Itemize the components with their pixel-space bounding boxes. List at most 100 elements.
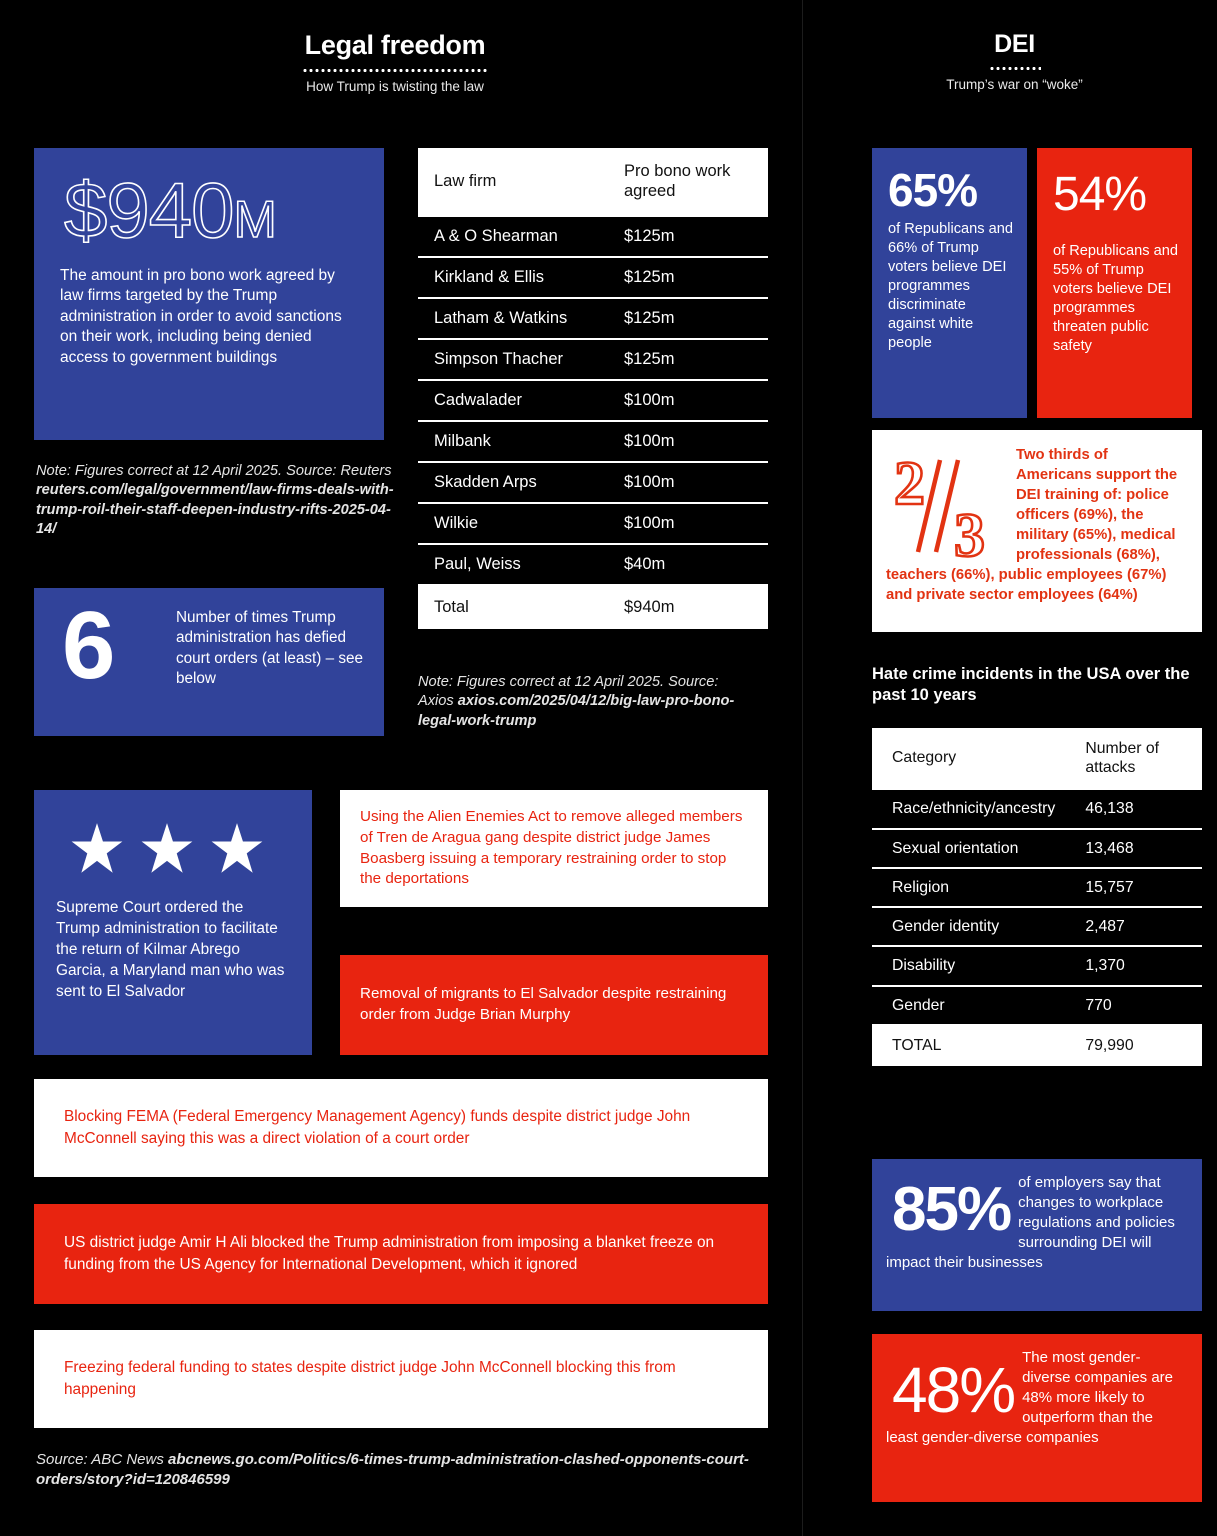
cell-total-label: TOTAL xyxy=(872,1024,1066,1066)
dei-subtitle: Trump’s war on “woke” xyxy=(946,77,1083,92)
dei-column: DEI Trump’s war on “woke” 65% of Republi… xyxy=(812,0,1217,1536)
table-header-row: Category Number of attacks xyxy=(872,728,1202,791)
supreme-court-text: Supreme Court ordered the Trump administ… xyxy=(56,899,285,1000)
cell-category: Gender identity xyxy=(872,907,1066,948)
stat-value: 54% xyxy=(1053,168,1147,221)
pro-bono-total-figure: $940M xyxy=(63,168,358,252)
cell-firm: Cadwalader xyxy=(418,379,608,422)
fema-text: Blocking FEMA (Federal Emergency Managem… xyxy=(64,1108,691,1147)
table-row: Religion 15,757 xyxy=(872,867,1202,909)
dotted-rule-icon xyxy=(302,69,488,72)
table-total-row: TOTAL 79,990 xyxy=(872,1024,1202,1066)
table-row: Paul, Weiss $40m xyxy=(418,543,768,586)
cell-firm: Skadden Arps xyxy=(418,461,608,504)
abc-news-source: Source: ABC News abcnews.go.com/Politics… xyxy=(36,1450,776,1490)
usaid-card: US district judge Amir H Ali blocked the… xyxy=(34,1204,768,1304)
star-icon xyxy=(141,823,193,873)
federal-funding-freeze-card: Freezing federal funding to states despi… xyxy=(34,1330,768,1428)
table-row: Gender 770 xyxy=(872,985,1202,1026)
cell-firm: A & O Shearman xyxy=(418,216,608,258)
dei-header: DEI Trump’s war on “woke” xyxy=(812,0,1217,92)
cell-total-amount: $940m xyxy=(608,584,768,629)
axios-note-text: Note: Figures correct at 12 April 2025. … xyxy=(418,674,719,710)
two-thirds-fraction-icon: 2 3 xyxy=(892,448,1010,564)
cell-category: Religion xyxy=(872,867,1066,909)
cell-amount: $100m xyxy=(608,502,768,545)
table-total-row: Total $940m xyxy=(418,584,768,629)
table-header-row: Law firm Pro bono work agreed xyxy=(418,148,768,217)
hate-crime-title: Hate crime incidents in the USA over the… xyxy=(872,665,1190,705)
page-subtitle: How Trump is twisting the law xyxy=(306,79,484,94)
cell-amount: $100m xyxy=(608,379,768,422)
abc-news-source-url[interactable]: abcnews.go.com/Politics/6-times-trump-ad… xyxy=(36,1451,749,1488)
stat-description: of Republicans and 55% of Trump voters b… xyxy=(1053,243,1178,355)
axios-note-url[interactable]: axios.com/2025/04/12/big-law-pro-bono-le… xyxy=(418,693,735,729)
reuters-note-text: Note: Figures correct at 12 April 2025. … xyxy=(36,463,392,479)
axios-note: Note: Figures correct at 12 April 2025. … xyxy=(418,673,748,731)
cell-amount: $125m xyxy=(608,256,768,299)
pro-bono-total-description: The amount in pro bono work agreed by la… xyxy=(60,266,342,366)
hate-crime-table: Category Number of attacks Race/ethnicit… xyxy=(872,728,1202,1066)
cell-total-label: Total xyxy=(418,584,608,629)
dei-opinion-cards: 65% of Republicans and 66% of Trump vote… xyxy=(872,148,1202,418)
law-firm-table: Law firm Pro bono work agreed A & O Shea… xyxy=(418,148,768,629)
stat-value: 65% xyxy=(888,164,978,216)
star-icon xyxy=(211,823,263,873)
reuters-note: Note: Figures correct at 12 April 2025. … xyxy=(36,462,396,540)
two-thirds-support-card: 2 3 Two thirds of Americans support the … xyxy=(872,430,1202,632)
table-row: Kirkland & Ellis $125m xyxy=(418,256,768,299)
defied-description: Number of times Trump administration has… xyxy=(176,609,364,688)
cell-firm: Latham & Watkins xyxy=(418,297,608,340)
cell-amount: $125m xyxy=(608,338,768,381)
svg-text:3: 3 xyxy=(954,502,985,564)
page-title: Legal freedom xyxy=(304,30,486,60)
stat-value: 48% xyxy=(892,1354,1016,1426)
abc-news-source-text: Source: ABC News xyxy=(36,1451,168,1468)
employers-impact-card: 85% of employers say that changes to wor… xyxy=(872,1159,1202,1311)
table-row: Wilkie $100m xyxy=(418,502,768,545)
cell-attacks: 15,757 xyxy=(1065,867,1202,909)
stat-description: The most gender-diverse companies are 48… xyxy=(886,1349,1174,1447)
column-header-category: Category xyxy=(872,728,1066,791)
table-row: A & O Shearman $125m xyxy=(418,216,768,258)
gender-diverse-performance-card: 48% The most gender-diverse companies ar… xyxy=(872,1334,1202,1502)
alien-enemies-card: Using the Alien Enemies Act to remove al… xyxy=(340,790,768,907)
table-row: Race/ethnicity/ancestry 46,138 xyxy=(872,790,1202,830)
cell-amount: $40m xyxy=(608,543,768,586)
column-header-pro-bono: Pro bono work agreed xyxy=(608,148,768,217)
federal-funding-freeze-text: Freezing federal funding to states despi… xyxy=(64,1359,676,1398)
dotted-rule-icon xyxy=(988,67,1041,70)
column-divider xyxy=(802,0,803,1536)
usaid-text: US district judge Amir H Ali blocked the… xyxy=(64,1234,715,1273)
removal-migrants-card: Removal of migrants to El Salvador despi… xyxy=(340,955,768,1055)
stat-description: of Republicans and 66% of Trump voters b… xyxy=(888,221,1013,352)
star-icon xyxy=(71,823,123,873)
table-row: Milbank $100m xyxy=(418,420,768,463)
table-row: Skadden Arps $100m xyxy=(418,461,768,504)
table-row: Gender identity 2,487 xyxy=(872,907,1202,948)
stars-group xyxy=(70,822,290,876)
cell-category: Race/ethnicity/ancestry xyxy=(872,790,1066,830)
svg-text:2: 2 xyxy=(894,450,925,518)
reuters-note-url[interactable]: reuters.com/legal/government/law-firms-d… xyxy=(36,482,394,538)
figure-unit: M xyxy=(233,191,278,249)
cell-firm: Paul, Weiss xyxy=(418,543,608,586)
defied-court-orders-card: 6 Number of times Trump administration h… xyxy=(34,588,384,736)
table-row: Cadwalader $100m xyxy=(418,379,768,422)
removal-migrants-text: Removal of migrants to El Salvador despi… xyxy=(360,985,727,1023)
cell-firm: Kirkland & Ellis xyxy=(418,256,608,299)
republicans-public-safety-card: 54% of Republicans and 55% of Trump vote… xyxy=(1037,148,1192,418)
pro-bono-total-card: $940M The amount in pro bono work agreed… xyxy=(34,148,384,440)
table-row: Disability 1,370 xyxy=(872,946,1202,987)
alien-enemies-text: Using the Alien Enemies Act to remove al… xyxy=(360,807,743,888)
cell-attacks: 2,487 xyxy=(1065,907,1202,948)
stat-value: 85% xyxy=(892,1175,1012,1244)
cell-attacks: 1,370 xyxy=(1065,946,1202,987)
table-row: Simpson Thacher $125m xyxy=(418,338,768,381)
cell-attacks: 770 xyxy=(1065,985,1202,1026)
dei-title: DEI xyxy=(994,30,1035,58)
column-header-attacks: Number of attacks xyxy=(1065,728,1202,791)
cell-amount: $100m xyxy=(608,420,768,463)
table-row: Latham & Watkins $125m xyxy=(418,297,768,340)
